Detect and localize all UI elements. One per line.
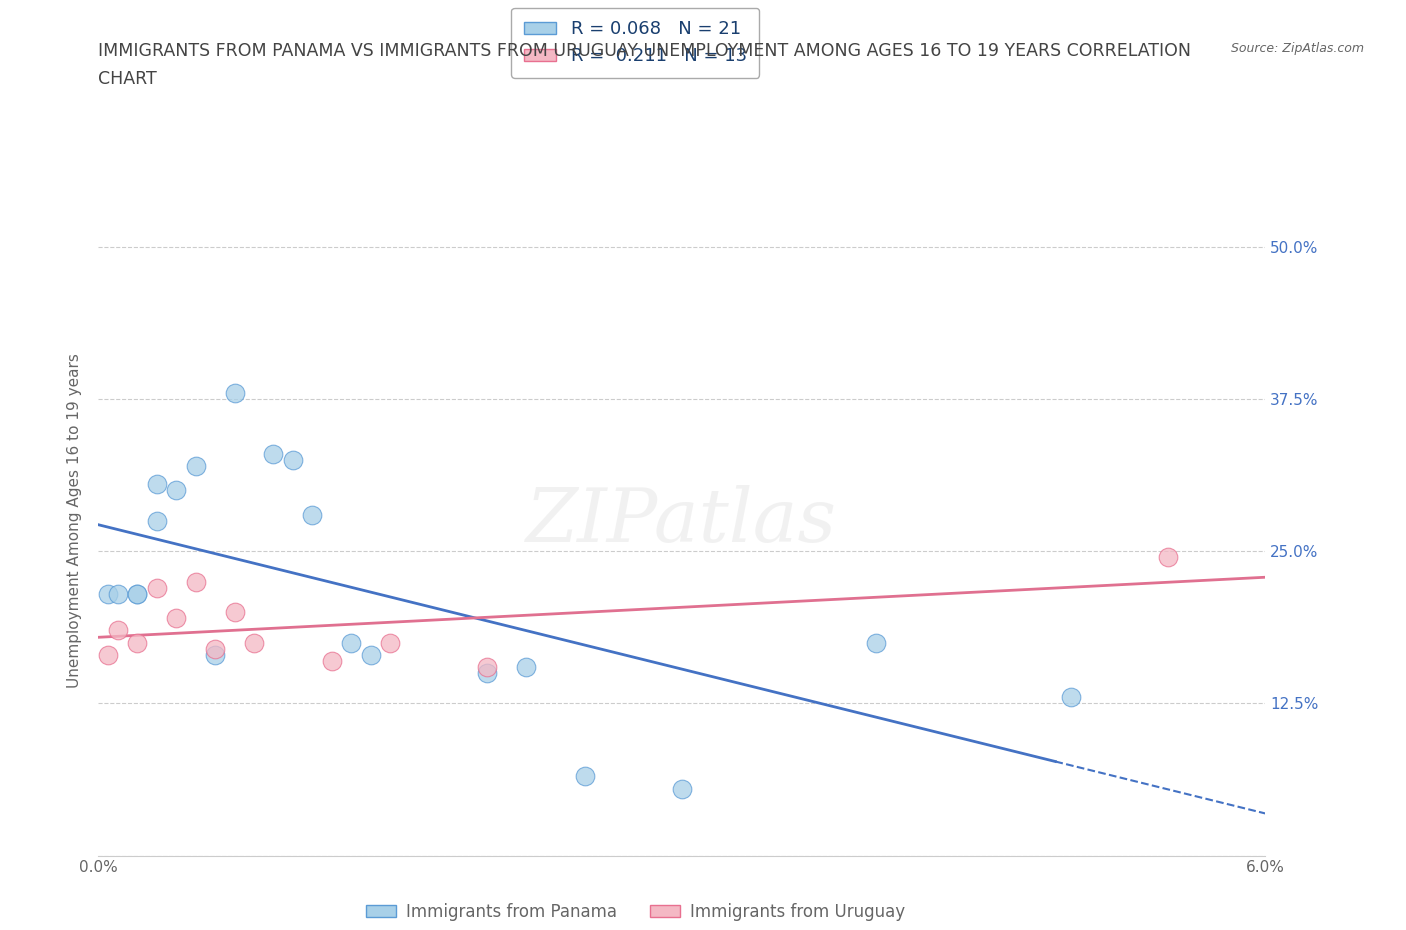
Point [378, 635, 402, 650]
Point [262, 446, 284, 461]
Point [243, 635, 266, 650]
Point [97, 587, 120, 602]
Point [165, 483, 187, 498]
Point [281, 453, 304, 468]
Text: ZIPatlas: ZIPatlas [526, 485, 838, 557]
Point [671, 781, 693, 796]
Legend: Immigrants from Panama, Immigrants from Uruguay: Immigrants from Panama, Immigrants from … [359, 897, 911, 927]
Point [224, 386, 246, 401]
Point [146, 580, 169, 595]
Point [1060, 690, 1083, 705]
Point [340, 635, 363, 650]
Point [477, 666, 499, 681]
Point [515, 659, 537, 674]
Point [127, 587, 149, 602]
Point [107, 587, 129, 602]
Text: Source: ZipAtlas.com: Source: ZipAtlas.com [1230, 42, 1364, 55]
Point [574, 769, 596, 784]
Point [865, 635, 887, 650]
Point [301, 507, 323, 522]
Point [321, 654, 343, 669]
Point [107, 623, 129, 638]
Point [127, 587, 149, 602]
Point [184, 458, 207, 473]
Point [146, 477, 169, 492]
Point [224, 604, 246, 619]
Point [1157, 550, 1180, 565]
Text: IMMIGRANTS FROM PANAMA VS IMMIGRANTS FROM URUGUAY UNEMPLOYMENT AMONG AGES 16 TO : IMMIGRANTS FROM PANAMA VS IMMIGRANTS FRO… [98, 42, 1191, 60]
Point [360, 647, 382, 662]
Text: CHART: CHART [98, 70, 157, 87]
Point [184, 574, 207, 589]
Y-axis label: Unemployment Among Ages 16 to 19 years: Unemployment Among Ages 16 to 19 years [67, 353, 83, 688]
Point [146, 513, 169, 528]
Point [165, 611, 187, 626]
Point [477, 659, 499, 674]
Point [204, 647, 226, 662]
Point [127, 635, 149, 650]
Point [97, 647, 120, 662]
Point [204, 641, 226, 656]
